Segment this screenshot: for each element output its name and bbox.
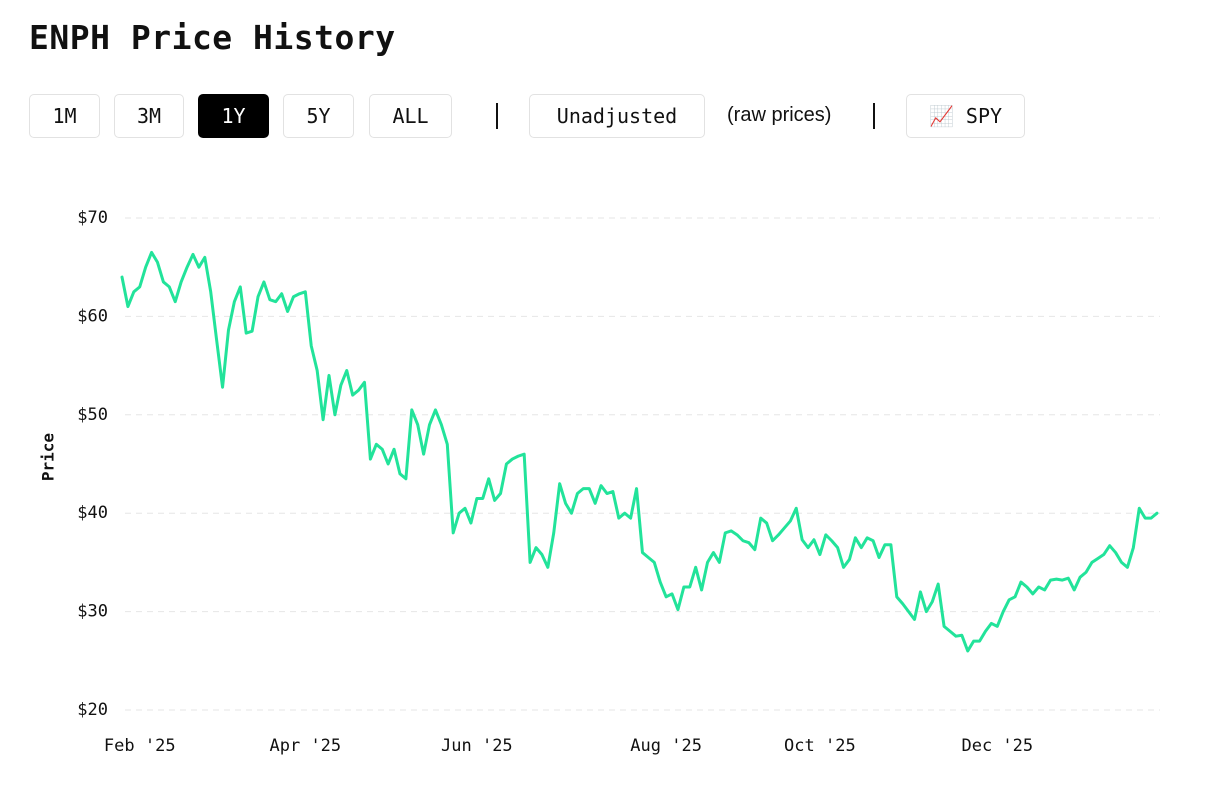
y-tick-label: $70 [77,208,108,228]
x-tick-label: Feb '25 [104,736,176,756]
page-title: ENPH Price History [29,18,396,57]
y-tick-label: $60 [77,306,108,326]
compare-button[interactable]: 📈 SPY [906,94,1025,138]
range-button[interactable]: 3M [114,94,184,138]
y-tick-label: $50 [77,405,108,425]
range-button[interactable]: 5Y [283,94,354,138]
range-button[interactable]: 1Y [198,94,269,138]
range-button[interactable]: ALL [369,94,452,138]
y-tick-label: $30 [77,602,108,622]
x-tick-label: Jun '25 [441,736,513,756]
adjustment-button[interactable]: Unadjusted [529,94,705,138]
y-tick-label: $40 [77,503,108,523]
x-tick-label: Apr '25 [270,736,342,756]
separator [496,103,498,129]
price-line [120,250,1159,653]
range-button[interactable]: 1M [29,94,100,138]
x-tick-label: Aug '25 [630,736,702,756]
y-tick-label: $20 [77,700,108,720]
x-tick-label: Dec '25 [961,736,1033,756]
separator [873,103,875,129]
x-tick-label: Oct '25 [784,736,856,756]
y-axis-label: Price [39,433,58,481]
adjustment-note: (raw prices) [727,104,832,126]
